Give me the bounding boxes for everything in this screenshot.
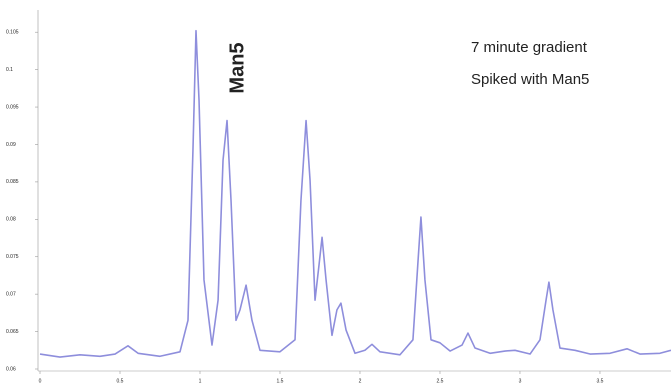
trace-line [39,29,671,358]
x-tick-label: 0 [39,378,42,384]
y-tick-label: 0.095 [6,104,19,110]
x-tick-label: 2 [359,378,362,384]
x-tick-label: 3.5 [596,378,603,384]
y-tick-label: 0.105 [6,30,19,36]
x-tick-label: 1.5 [277,378,284,384]
x-tick-label: 0.5 [117,378,124,384]
y-tick-label: 0.06 [6,366,16,372]
y-tick-label: 0.085 [6,179,19,185]
peak-annotation: Man5 [226,42,248,93]
y-tick-label: 0.075 [6,254,19,260]
x-tick-label: 3 [519,378,522,384]
y-tick-label: 0.07 [6,291,16,297]
annotation: Spiked with Man5 [471,71,589,88]
y-tick-label: 0.09 [6,142,16,148]
x-tick-label: 2.5 [436,378,443,384]
annotation: 7 minute gradient [471,39,588,56]
y-tick-label: 0.1 [6,67,13,73]
x-tick-label: 1 [199,378,202,384]
y-tick-label: 0.08 [6,217,16,223]
y-tick-label: 0.065 [6,329,19,335]
